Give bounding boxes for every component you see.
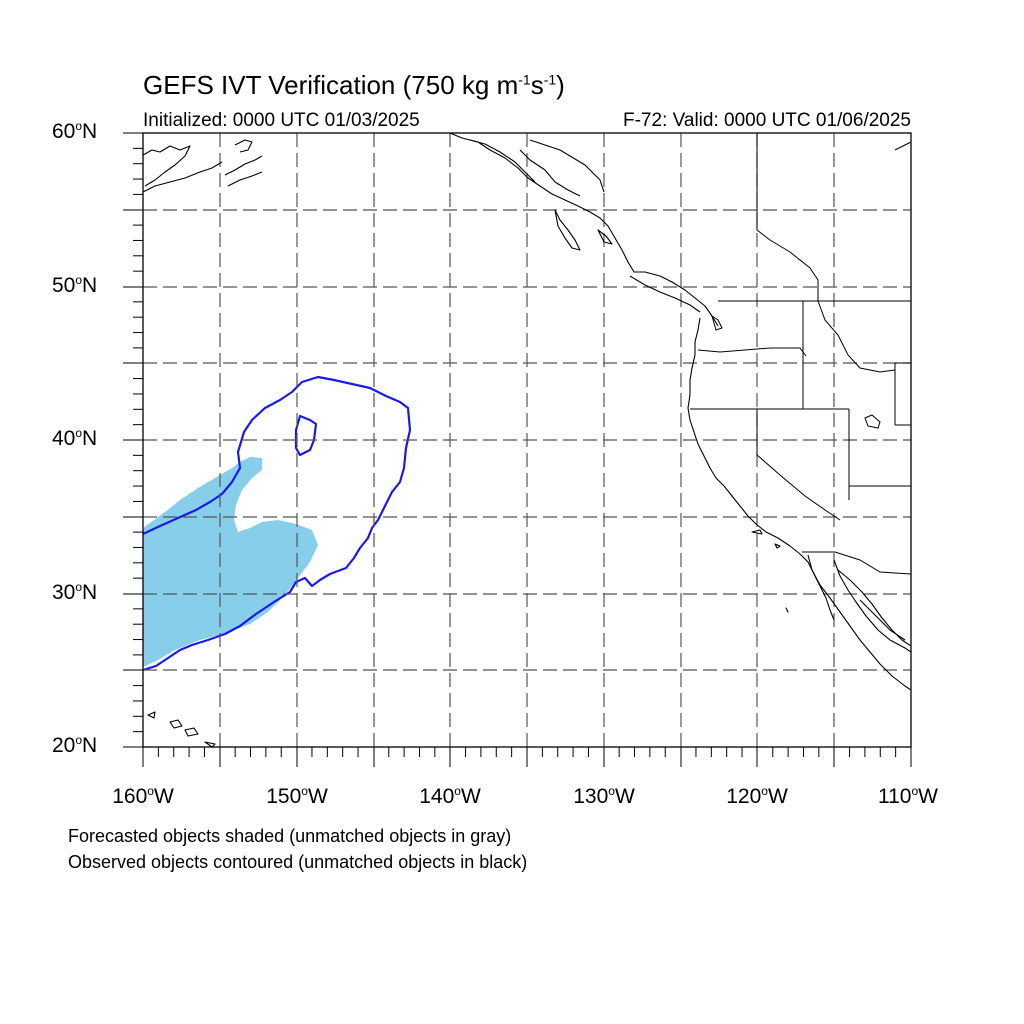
forecast-object (143, 457, 318, 667)
observed-object-inner-contour (294, 414, 318, 457)
observed-object-contour (143, 375, 412, 672)
lon-label-150: 150oW (266, 784, 328, 808)
lon-label-130: 130oW (573, 784, 635, 808)
lat-label-20: 20oN (52, 733, 98, 757)
graticule (143, 133, 911, 747)
lat-label-40: 40oN (52, 426, 98, 450)
observed-note: Observed objects contoured (unmatched ob… (68, 852, 528, 872)
lat-label-50: 50oN (52, 273, 98, 297)
axis-ticks (123, 132, 912, 767)
lon-label-160: 160oW (112, 784, 174, 808)
chart-title: GEFS IVT Verification (750 kg m-1s-1) (143, 70, 565, 100)
initialized-time: Initialized: 0000 UTC 01/03/2025 (143, 110, 420, 131)
political-boundaries (690, 133, 911, 575)
lon-label-120: 120oW (726, 784, 788, 808)
lon-label-140: 140oW (419, 784, 481, 808)
coastlines (143, 133, 911, 747)
forecast-note: Forecasted objects shaded (unmatched obj… (68, 826, 512, 846)
valid-time: F-72: Valid: 0000 UTC 01/06/2025 (623, 110, 911, 131)
lat-label-30: 30oN (52, 580, 98, 604)
lat-label-60: 60oN (52, 119, 98, 143)
lon-label-110: 110oW (878, 784, 938, 808)
